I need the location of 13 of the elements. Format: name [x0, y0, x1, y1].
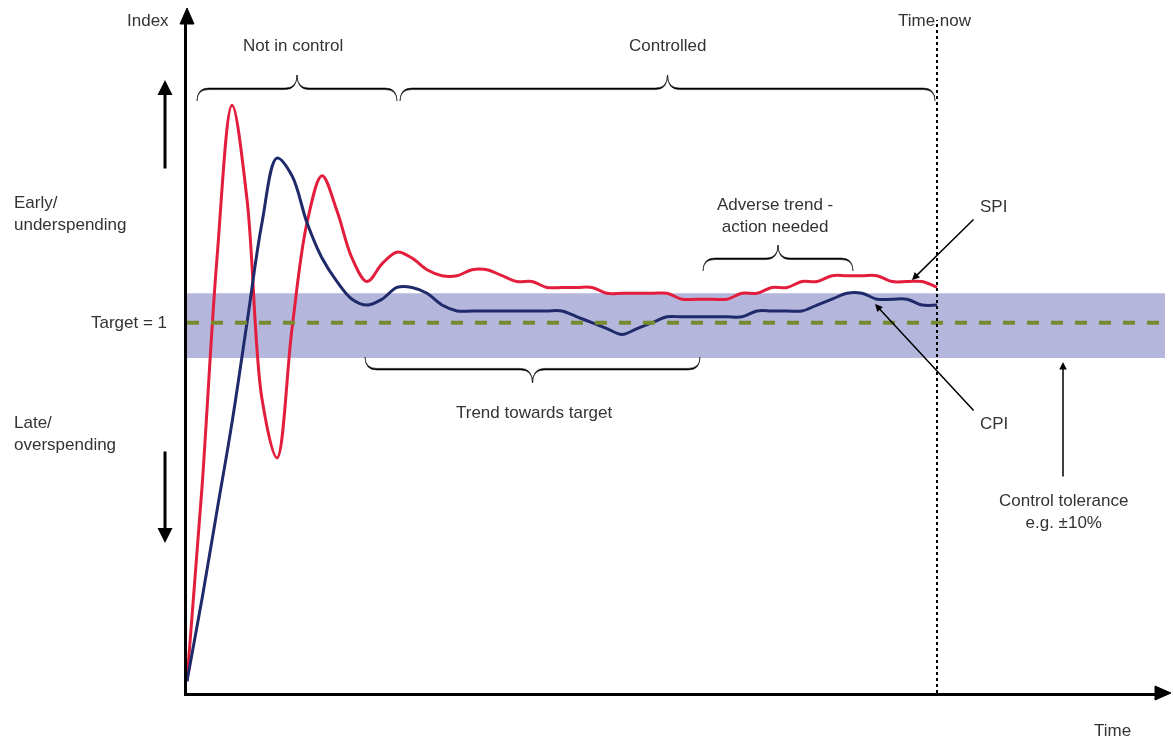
text: SPI: [980, 197, 1008, 216]
ref-line-label: Target = 1: [91, 313, 168, 332]
text: Early/ underspending: [14, 193, 127, 235]
x-axis-title: Time: [1094, 721, 1132, 740]
text: Time now: [898, 11, 972, 30]
annotation: Trend towards target: [456, 403, 613, 422]
text: Late/ overspending: [14, 413, 117, 455]
text: Controlled: [629, 36, 707, 55]
y-axis-title: Index: [127, 11, 170, 30]
text: Not in control: [243, 36, 344, 55]
band-label: Control tolerance e.g. ±10%: [999, 491, 1129, 533]
text: CPI: [980, 414, 1009, 433]
annotation: Adverse trend - action needed: [717, 195, 834, 237]
